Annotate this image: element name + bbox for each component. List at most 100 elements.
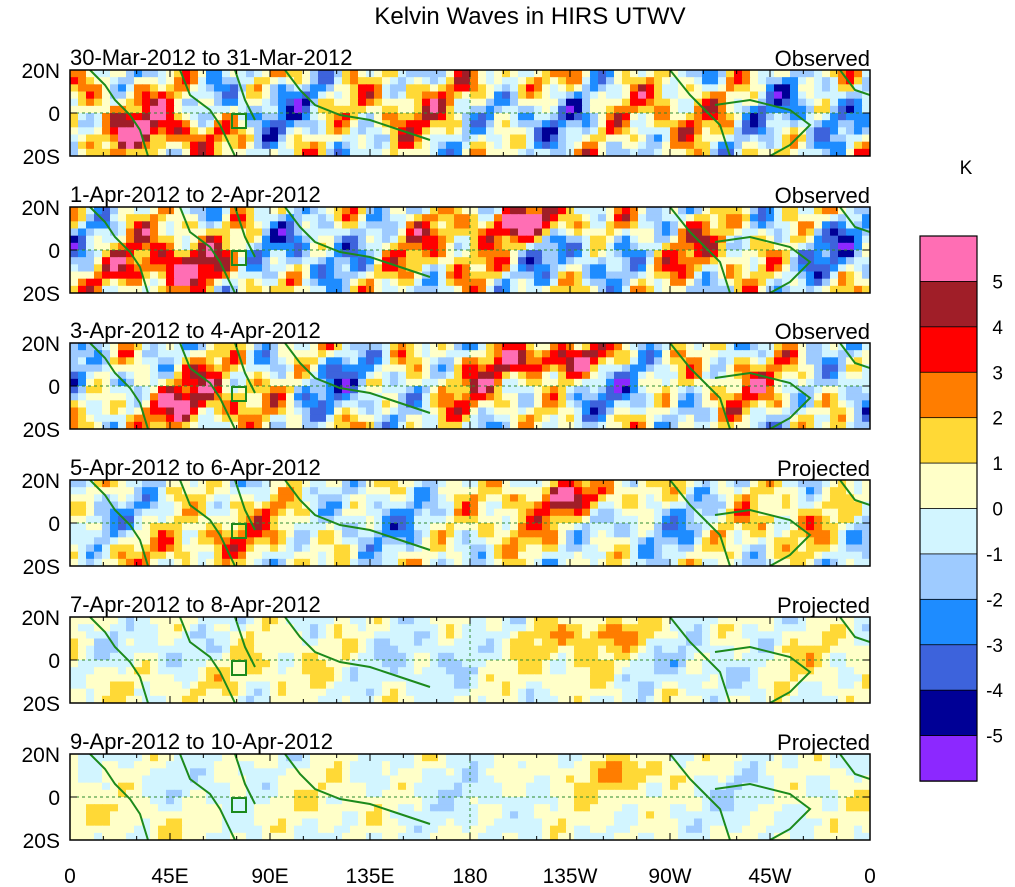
field-cell [78, 242, 87, 251]
field-cell [382, 148, 391, 156]
field-cell [598, 113, 607, 121]
field-cell [118, 70, 127, 78]
field-cell [270, 421, 279, 429]
field-cell [758, 386, 767, 394]
field-cell [646, 221, 655, 230]
field-cell [710, 120, 719, 128]
field-cell [254, 70, 263, 78]
field-cell [854, 357, 863, 366]
field-cell [710, 70, 719, 78]
field-cell [774, 414, 783, 423]
field-cell [134, 551, 143, 560]
field-cell [758, 378, 767, 387]
central-america-coast [669, 70, 731, 156]
field-cell [510, 530, 519, 538]
field-cell [398, 77, 407, 85]
field-cell [822, 523, 831, 531]
field-cell [398, 242, 407, 251]
field-cell [566, 228, 575, 237]
field-cell [374, 530, 383, 538]
field-cell [614, 364, 623, 373]
field-cell [110, 501, 119, 510]
field-cell [174, 364, 183, 373]
field-cell [246, 350, 255, 358]
field-cell [214, 91, 223, 100]
field-cell [702, 235, 711, 244]
field-cell [118, 371, 127, 380]
field-cell [734, 264, 743, 273]
field-cell [462, 480, 471, 488]
field-cell [342, 221, 351, 230]
field-cell [262, 207, 271, 215]
field-cell [182, 228, 191, 237]
field-cell [758, 537, 767, 546]
field-cell [454, 214, 463, 222]
field-cell [390, 407, 399, 416]
field-cell [278, 487, 287, 495]
field-cell [646, 242, 655, 251]
field-cell [486, 343, 495, 351]
field-cell [790, 214, 799, 222]
field-cell [358, 235, 367, 244]
field-cell [102, 91, 111, 100]
field-cell [430, 551, 439, 560]
field-cell [214, 105, 223, 114]
field-cell [430, 350, 439, 358]
field-cell [110, 91, 119, 100]
field-cell [246, 494, 255, 503]
field-cell [646, 343, 655, 351]
field-cell [174, 134, 183, 143]
field-cell [150, 523, 159, 531]
field-cell [670, 141, 679, 150]
field-cell [198, 501, 207, 510]
field-cell [854, 113, 863, 121]
field-cell [718, 544, 727, 553]
field-cell [278, 105, 287, 114]
field-cell [486, 393, 495, 401]
field-cell [830, 278, 839, 287]
field-cell [710, 414, 719, 423]
field-cell [598, 357, 607, 366]
field-cell [310, 494, 319, 503]
field-cell [582, 414, 591, 423]
field-cell [118, 271, 127, 280]
field-cell [566, 378, 575, 387]
field-cell [318, 264, 327, 273]
field-cell [118, 393, 127, 401]
field-cell [182, 264, 191, 273]
field-cell [614, 257, 623, 265]
field-cell [678, 271, 687, 280]
field-cell [510, 400, 519, 409]
field-cell [534, 407, 543, 416]
field-cell [366, 242, 375, 251]
field-cell [750, 494, 759, 503]
field-cell [606, 343, 615, 351]
field-cell [742, 264, 751, 273]
field-cell [462, 364, 471, 373]
field-cell [558, 134, 567, 143]
field-cell [110, 257, 119, 265]
field-cell [190, 120, 199, 128]
field-cell [438, 494, 447, 503]
field-cell [614, 214, 623, 222]
field-cell [86, 487, 95, 495]
field-cell [478, 235, 487, 244]
field-cell [126, 84, 135, 93]
field-cell [686, 537, 695, 546]
field-cell [846, 421, 855, 429]
field-cell [454, 386, 463, 394]
field-cell [254, 421, 263, 429]
field-cell [862, 257, 870, 265]
field-cell [70, 530, 79, 538]
field-cell [214, 508, 223, 517]
field-cell [814, 523, 823, 531]
field-cell [94, 278, 103, 287]
field-cell [798, 207, 807, 215]
field-cell [198, 77, 207, 85]
field-cell [430, 371, 439, 380]
field-cell [566, 98, 575, 107]
field-cell [366, 393, 375, 401]
field-cell [134, 250, 143, 258]
field-cell [542, 364, 551, 373]
field-cell [358, 228, 367, 237]
